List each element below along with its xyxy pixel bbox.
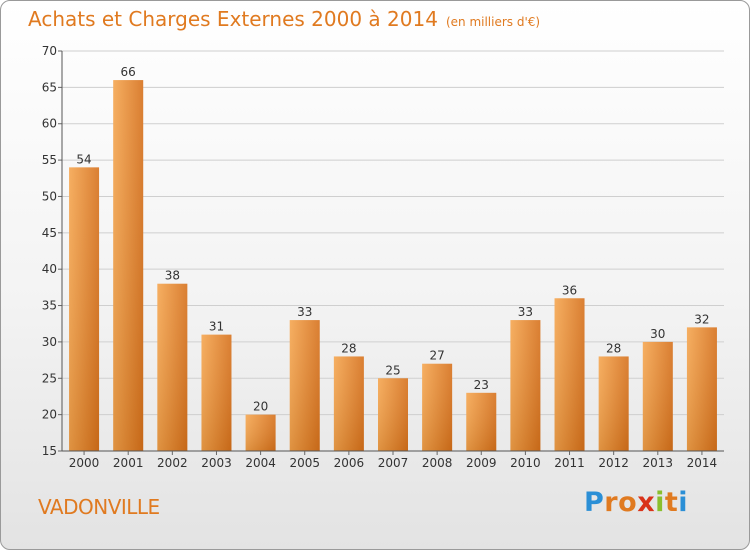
- y-tick-label: 25: [42, 371, 57, 385]
- brand-letter: i: [678, 487, 689, 518]
- x-tick-label: 2008: [422, 456, 453, 470]
- proxiti-logo: Proxiti: [584, 487, 688, 518]
- y-tick-label: 65: [42, 80, 57, 94]
- x-tick-label: 2007: [378, 456, 409, 470]
- x-tick-label: 2012: [598, 456, 629, 470]
- brand-letter: t: [664, 487, 679, 518]
- bar-shade: [201, 334, 232, 451]
- bar-shade: [554, 298, 585, 451]
- x-tick-label: 2013: [643, 456, 674, 470]
- bar-value-label: 25: [385, 363, 400, 377]
- bar-value-label: 32: [694, 312, 709, 326]
- bar-shade: [289, 320, 320, 451]
- bar-value-label: 30: [650, 327, 665, 341]
- x-tick-label: 2014: [687, 456, 718, 470]
- chart-title-text: Achats et Charges Externes 2000 à 2014: [28, 7, 438, 31]
- chart-subtitle: (en milliers d'€): [445, 15, 541, 29]
- y-tick-label: 55: [42, 153, 57, 167]
- bar-shade: [510, 320, 541, 451]
- bar-shade: [686, 327, 717, 451]
- x-tick-label: 2001: [113, 456, 144, 470]
- bar-value-label: 66: [121, 65, 136, 79]
- y-tick-label: 40: [42, 262, 57, 276]
- brand-letter: x: [637, 487, 656, 518]
- x-tick-label: 2011: [554, 456, 585, 470]
- bar-shade: [466, 392, 497, 451]
- bar-value-label: 31: [209, 320, 224, 334]
- y-tick-label: 20: [42, 408, 57, 422]
- x-tick-label: 2000: [69, 456, 100, 470]
- x-tick-label: 2004: [245, 456, 276, 470]
- x-tick-label: 2010: [510, 456, 541, 470]
- y-tick-label: 70: [42, 44, 57, 58]
- bars: [69, 80, 717, 451]
- bar-value-label: 28: [606, 341, 621, 355]
- y-tick-label: 15: [42, 444, 57, 458]
- labels: 15 20 25 30 35 40 45 50 55 60 65 70 54 2000 66 2001 38 20…: [42, 44, 717, 470]
- bar-shade: [378, 378, 408, 451]
- brand-letter: i: [655, 487, 665, 518]
- bar-shade: [598, 356, 629, 451]
- bar-value-label: 27: [429, 349, 444, 363]
- brand-letter: r: [604, 487, 619, 518]
- x-tick-label: 2002: [157, 456, 188, 470]
- y-tick-label: 45: [42, 226, 57, 240]
- bar-value-label: 38: [165, 269, 180, 283]
- bar-value-label: 33: [518, 305, 533, 319]
- bar-shade: [69, 167, 100, 451]
- bar-shade: [157, 283, 188, 451]
- bar-value-label: 54: [76, 152, 91, 166]
- x-tick-label: 2005: [289, 456, 320, 470]
- bar-value-label: 36: [562, 283, 577, 297]
- bar-value-label: 23: [474, 378, 489, 392]
- brand-letter: P: [584, 487, 605, 518]
- bar-value-label: 28: [341, 341, 356, 355]
- bar-shade: [642, 341, 673, 451]
- y-tick-label: 50: [42, 189, 57, 203]
- bar-shade: [113, 80, 144, 451]
- y-tick-label: 35: [42, 299, 57, 313]
- bar-shade: [333, 356, 364, 451]
- y-tick-label: 60: [42, 117, 57, 131]
- x-tick-label: 2009: [466, 456, 497, 470]
- x-tick-label: 2006: [334, 456, 365, 470]
- axes: [58, 50, 724, 455]
- chart-title: Achats et Charges Externes 2000 à 2014 (e…: [28, 7, 540, 31]
- bar-shade: [245, 414, 276, 451]
- brand-letter: o: [618, 487, 638, 518]
- x-tick-label: 2003: [201, 456, 232, 470]
- bar-value-label: 33: [297, 305, 312, 319]
- y-tick-label: 30: [42, 335, 57, 349]
- bar-value-label: 20: [253, 400, 268, 414]
- commune-name: VADONVILLE: [38, 495, 160, 519]
- bar-shade: [422, 363, 453, 451]
